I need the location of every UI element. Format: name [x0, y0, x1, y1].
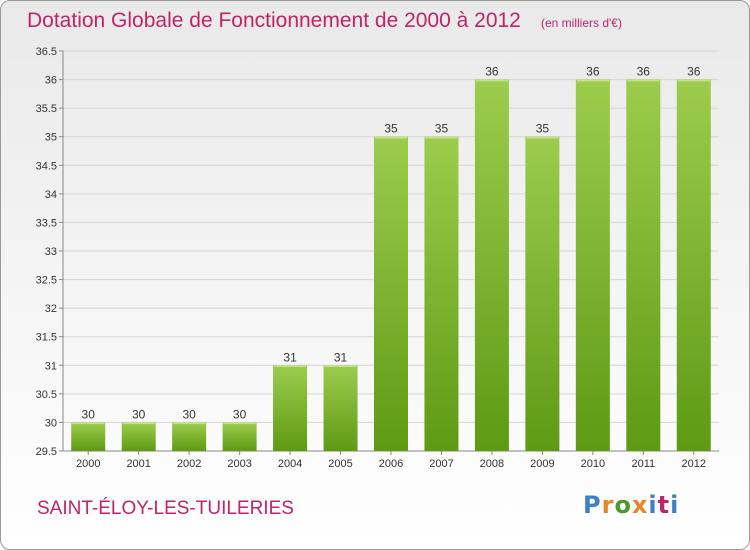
y-tick-label: 31: [45, 360, 57, 372]
data-label: 35: [384, 122, 398, 136]
data-label: 36: [687, 65, 701, 79]
x-tick-label: 2009: [530, 458, 554, 470]
data-label: 35: [536, 122, 550, 136]
chart-title: Dotation Globale de Fonctionnement de 20…: [27, 9, 521, 32]
y-tick-label: 29.5: [36, 446, 57, 458]
logo-letter: i: [648, 491, 658, 519]
logo-letter: t: [657, 491, 671, 519]
bar: [323, 365, 358, 451]
y-tick-label: 33.5: [36, 217, 57, 229]
data-label: 36: [586, 65, 600, 79]
y-tick-label: 32: [45, 303, 57, 315]
x-tick-label: 2007: [429, 458, 453, 470]
y-tick-label: 31.5: [36, 332, 57, 344]
y-tick-label: 36.5: [36, 46, 57, 58]
bar: [71, 422, 106, 451]
x-tick-label: 2004: [278, 458, 302, 470]
y-tick-label: 34: [45, 189, 57, 201]
proxiti-logo: Proxiti: [583, 491, 679, 519]
bar: [525, 136, 560, 451]
x-tick-label: 2010: [581, 458, 605, 470]
x-tick-label: 2008: [480, 458, 504, 470]
bar: [374, 136, 408, 451]
y-tick-label: 33: [45, 246, 57, 258]
chart-unit: (en milliers d'€): [541, 16, 622, 30]
y-tick-label: 30.5: [36, 389, 57, 401]
x-tick-label: 2005: [328, 458, 352, 470]
data-label: 30: [182, 407, 196, 421]
data-label: 31: [283, 350, 297, 364]
x-tick-label: 2002: [177, 458, 201, 470]
bar: [474, 79, 509, 452]
x-tick-label: 2001: [126, 458, 150, 470]
bar: [172, 422, 207, 451]
logo-letter: P: [583, 491, 602, 519]
y-tick-label: 35: [45, 132, 57, 144]
y-tick-label: 32.5: [36, 275, 57, 287]
bar: [121, 422, 156, 451]
bar: [273, 365, 308, 451]
data-label: 30: [82, 407, 96, 421]
x-tick-label: 2006: [379, 458, 403, 470]
logo-letter: o: [614, 491, 632, 519]
x-tick-label: 2003: [227, 458, 251, 470]
logo-letter: r: [601, 491, 615, 519]
y-tick-label: 36: [45, 75, 57, 87]
bar: [676, 79, 711, 452]
x-tick-label: 2012: [682, 458, 706, 470]
data-label: 36: [485, 65, 499, 79]
commune-name: SAINT-ÉLOY-LES-TUILERIES: [37, 498, 294, 519]
y-tick-label: 34.5: [36, 160, 57, 172]
data-label: 31: [334, 350, 348, 364]
y-tick-label: 35.5: [36, 103, 57, 115]
bar: [575, 79, 610, 452]
logo-letter: x: [631, 491, 649, 519]
data-label: 30: [233, 407, 247, 421]
y-tick-label: 30: [45, 417, 57, 429]
bar: [222, 422, 257, 451]
bar: [626, 79, 661, 452]
logo-letter: i: [670, 491, 680, 519]
x-tick-label: 2000: [76, 458, 100, 470]
data-label: 36: [637, 65, 651, 79]
data-label: 30: [132, 407, 146, 421]
data-label: 35: [435, 122, 449, 136]
bar: [424, 136, 459, 451]
x-tick-label: 2011: [631, 458, 655, 470]
